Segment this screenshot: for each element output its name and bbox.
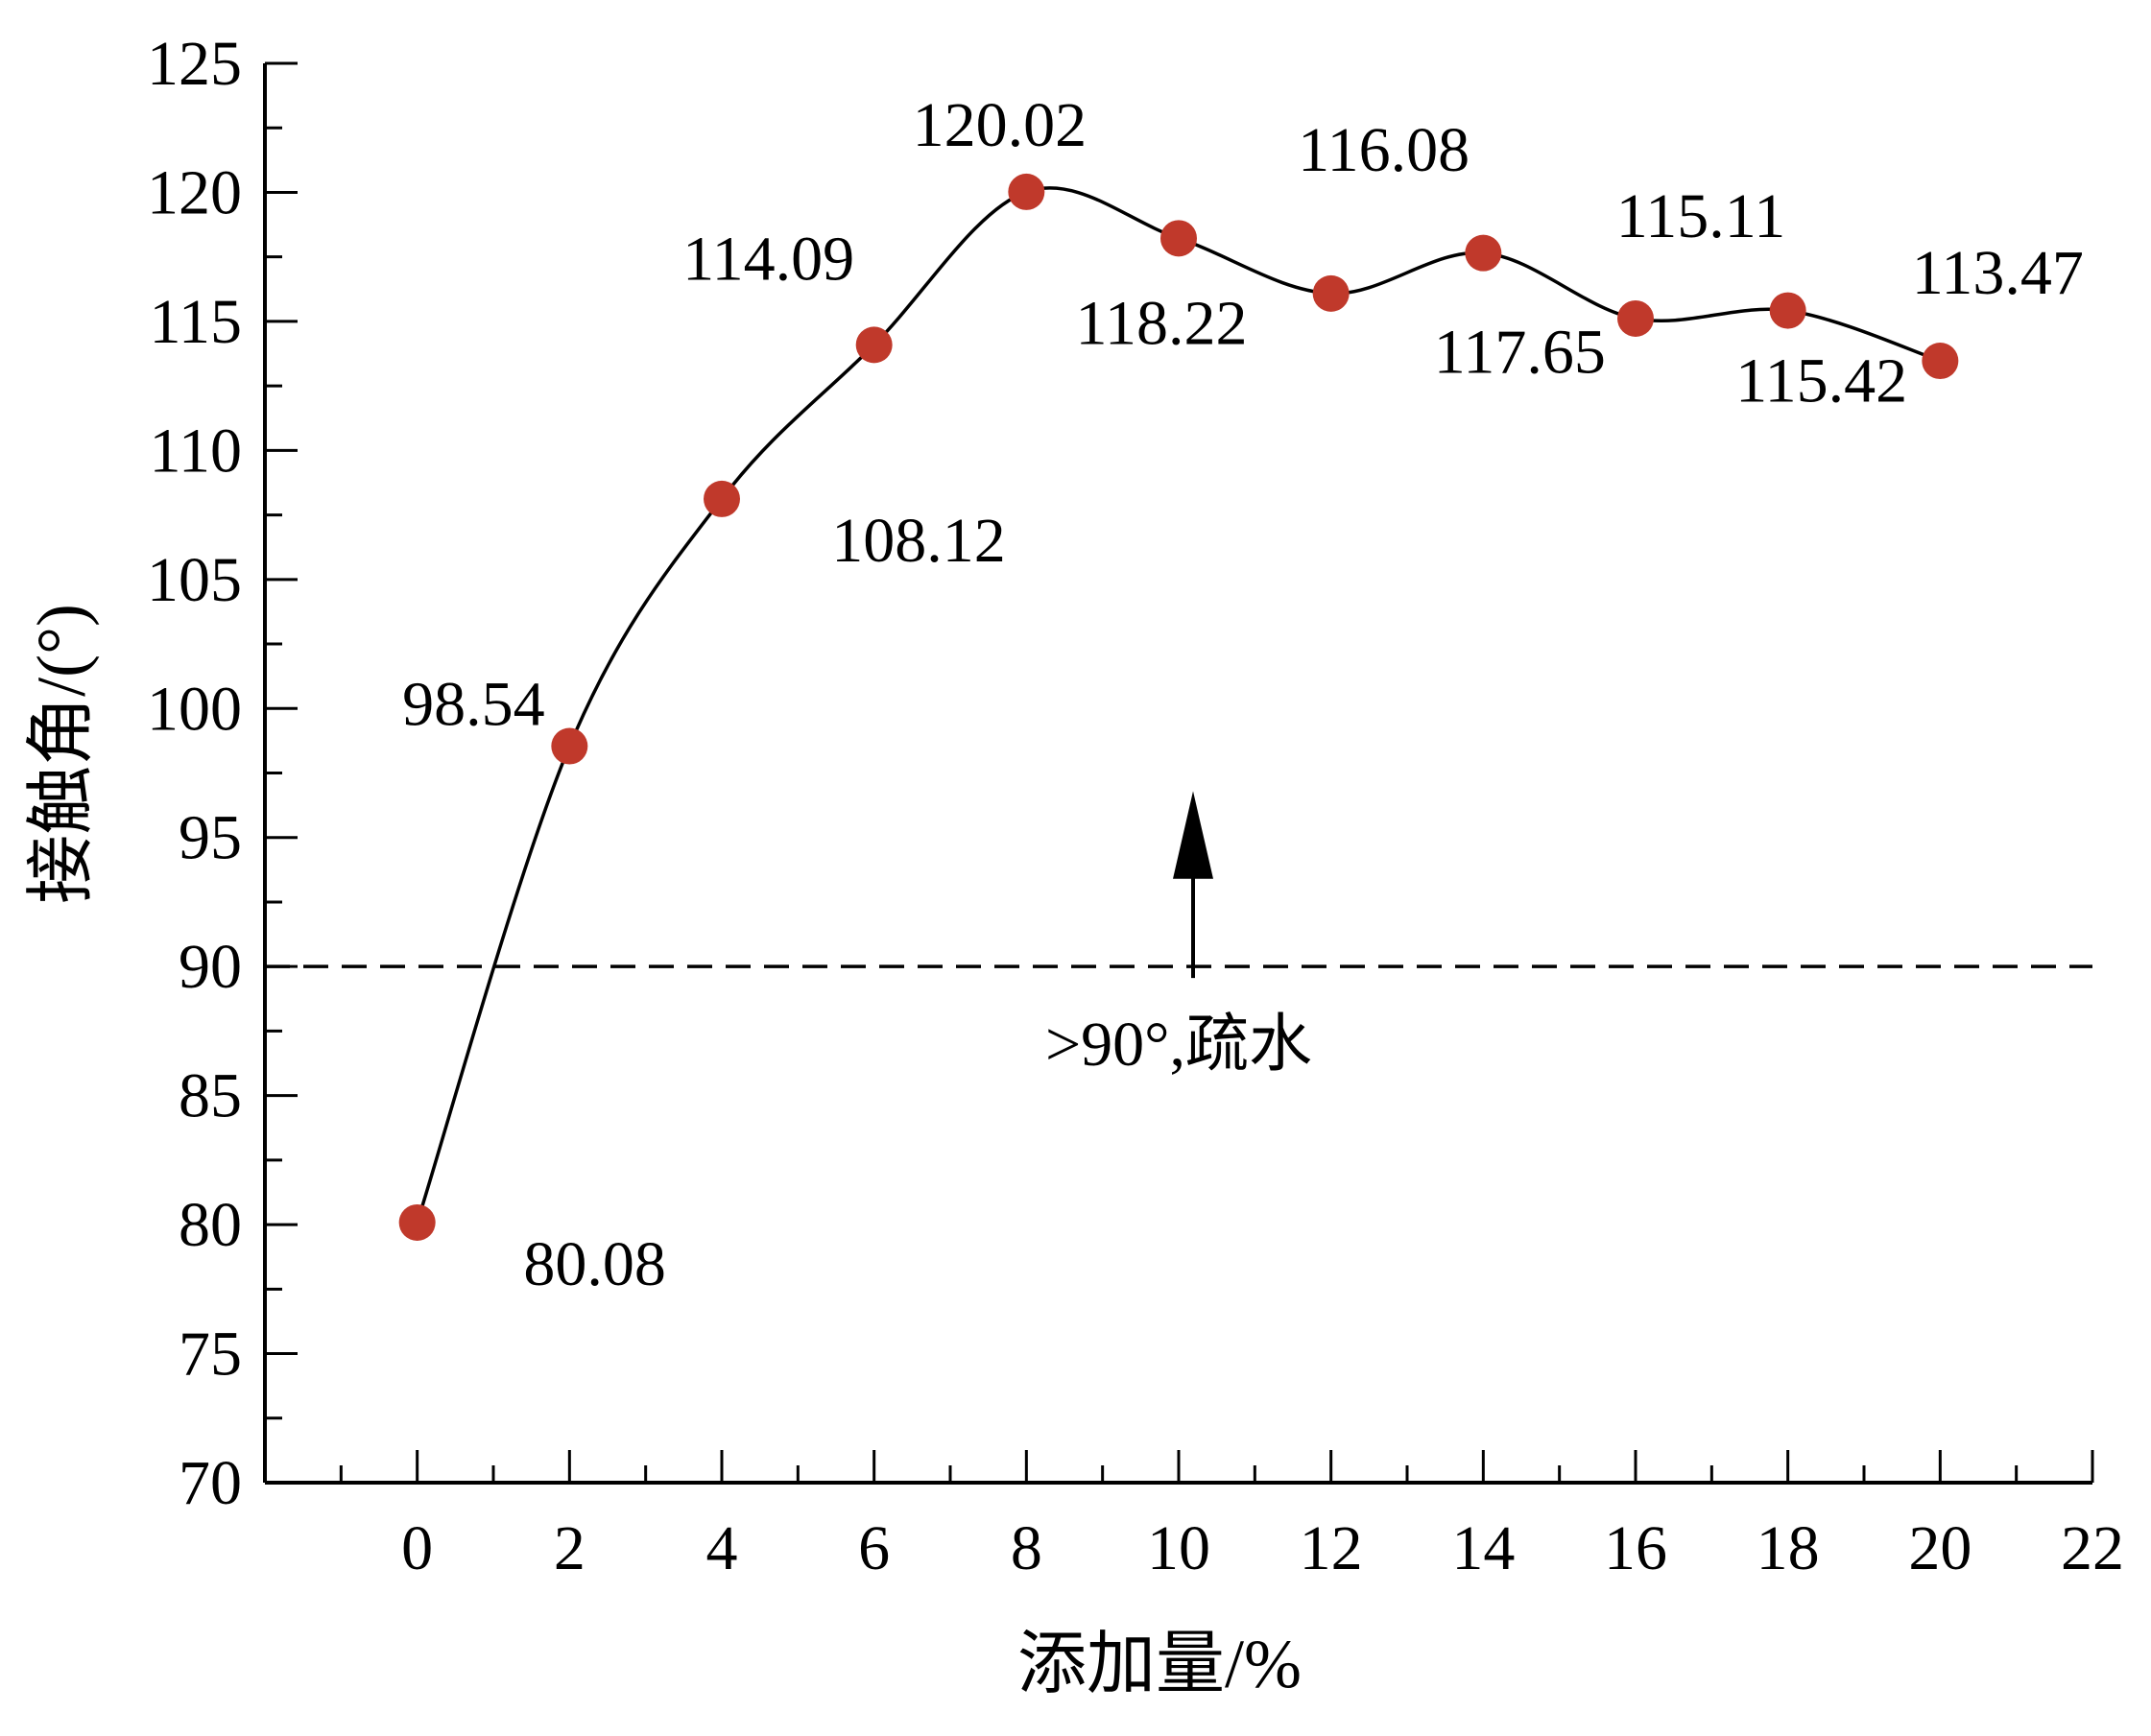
data-point [398,1203,436,1241]
data-label: 98.54 [402,670,545,740]
data-label: 120.02 [913,90,1087,160]
y-tick-label: 90 [179,932,242,1002]
data-label: 116.08 [1298,115,1470,185]
data-point [855,326,893,364]
data-label: 80.08 [523,1229,666,1299]
reference-line-group [265,791,2092,979]
data-label: 114.09 [682,224,854,294]
x-tick-label: 14 [1451,1513,1515,1583]
data-point [1769,292,1806,329]
data-labels: 80.08 98.54 108.12 114.09 120.02 118.22 116.08… [402,90,2084,1299]
data-label: 118.22 [1075,288,1247,358]
y-tick-label: 95 [179,803,242,873]
y-tick-label: 125 [147,29,242,99]
x-tick-label: 6 [858,1513,890,1583]
data-points [398,173,1959,1241]
x-tick-label: 22 [2061,1513,2124,1583]
y-tick-label: 75 [179,1320,242,1390]
x-tick-label: 4 [706,1513,738,1583]
data-label: 117.65 [1434,318,1606,388]
x-tick-label: 16 [1604,1513,1667,1583]
x-tick-label: 20 [1908,1513,1972,1583]
data-label: 115.42 [1735,346,1907,416]
annotation-arrow-head [1173,791,1213,879]
axes: 70 75 80 85 90 95 100 105 110 115 120 125 0 2 4 6 8 10 12 1… [147,29,2124,1583]
x-tick-label: 2 [554,1513,586,1583]
data-label: 113.47 [1912,238,2084,308]
data-point [1617,299,1654,337]
y-tick-label: 80 [179,1190,242,1260]
y-tick-label: 70 [179,1448,242,1518]
data-point [551,727,588,765]
x-tick-label: 0 [401,1513,433,1583]
y-tick-label: 115 [149,287,242,357]
y-tick-label: 110 [149,416,242,486]
x-tick-label: 8 [1011,1513,1042,1583]
x-tick-label: 12 [1300,1513,1363,1583]
y-axis-title: 接触角/(°) [23,604,100,904]
data-point [704,480,740,517]
y-tick-label: 120 [147,157,242,227]
x-tick-label: 10 [1147,1513,1210,1583]
data-label: 115.11 [1616,181,1786,251]
y-tick-label: 85 [179,1061,242,1131]
data-point [1312,274,1350,312]
data-point [1465,234,1502,272]
annotation-text: >90°,疏水 [1045,1010,1312,1080]
data-point [1008,173,1045,210]
y-tick-label: 105 [147,545,242,615]
data-point [1160,220,1197,257]
x-tick-label: 18 [1757,1513,1820,1583]
data-point [1922,343,1959,380]
data-label: 108.12 [831,506,1006,576]
y-tick-label: 100 [147,674,242,744]
x-axis-title: 添加量/% [1017,1626,1302,1702]
